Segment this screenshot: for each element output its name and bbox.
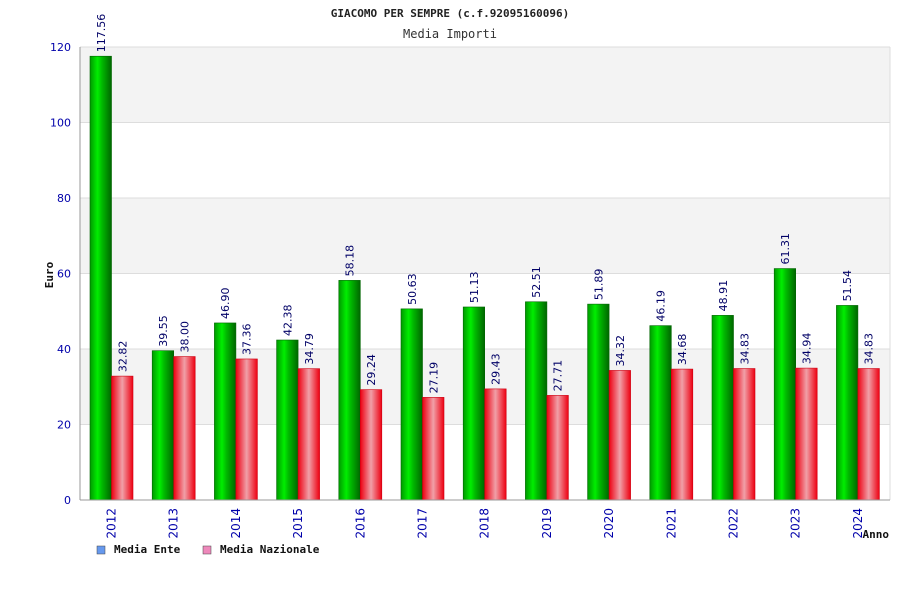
plot-background xyxy=(80,46,891,501)
data-label-media-nazionale: 27.19 xyxy=(427,362,440,394)
bar-media-nazionale xyxy=(359,389,383,501)
x-axis-label: Anno xyxy=(863,528,890,541)
bar-media-nazionale xyxy=(484,388,507,501)
x-tick-label: 2017 xyxy=(416,508,430,539)
legend-swatch-media-ente xyxy=(96,545,106,555)
bar-media-ente xyxy=(525,301,548,501)
bar-media-nazionale xyxy=(795,367,818,501)
data-label-media-ente: 51.13 xyxy=(468,271,481,303)
data-label-media-nazionale: 37.36 xyxy=(241,323,254,355)
x-tick-label: 2012 xyxy=(105,508,119,539)
y-tick-label: 120 xyxy=(50,41,71,54)
bar-media-nazionale xyxy=(297,368,320,501)
x-tick-label: 2014 xyxy=(229,508,243,539)
y-axis-ticks: 0 20 40 60 80 100 120 xyxy=(50,41,71,507)
plot-band xyxy=(80,198,890,274)
data-label-media-nazionale: 34.83 xyxy=(738,333,751,365)
data-label-media-nazionale: 34.83 xyxy=(863,333,876,365)
legend-label-media-nazionale: Media Nazionale xyxy=(220,543,320,556)
bar-media-nazionale xyxy=(608,370,631,501)
bar-media-ente xyxy=(773,268,797,501)
data-label-media-nazionale: 29.43 xyxy=(489,353,502,385)
data-label-media-nazionale: 38.00 xyxy=(178,321,191,353)
bar-media-nazionale xyxy=(111,375,134,501)
data-label-media-ente: 46.90 xyxy=(219,287,232,319)
x-tick-label: 2013 xyxy=(167,508,181,539)
bar-media-nazionale xyxy=(733,368,756,501)
data-label-media-ente: 42.38 xyxy=(281,305,294,337)
plot-band xyxy=(80,47,890,123)
bar-media-nazionale xyxy=(235,358,258,501)
plot-band xyxy=(80,122,890,198)
data-labels-group: 117.56 32.82 39.55 38.00 46.90 37.36 42.38 34.7… xyxy=(95,14,876,394)
data-label-media-nazionale: 34.94 xyxy=(800,333,813,365)
data-label-media-ente: 50.63 xyxy=(406,273,419,305)
bar-media-nazionale xyxy=(173,356,196,501)
x-tick-label: 2016 xyxy=(353,508,367,539)
y-tick-label: 40 xyxy=(57,343,71,356)
data-label-media-ente: 117.56 xyxy=(95,14,108,53)
x-tick-label: 2024 xyxy=(851,508,865,539)
data-label-media-ente: 58.18 xyxy=(344,245,357,277)
data-label-media-ente: 51.54 xyxy=(841,270,854,302)
legend-swatch-media-nazionale xyxy=(202,545,212,555)
bar-media-ente xyxy=(711,315,734,501)
bar-media-ente xyxy=(462,306,486,501)
data-label-media-nazionale: 34.32 xyxy=(614,335,627,367)
data-label-media-ente: 39.55 xyxy=(157,315,170,347)
bar-media-ente xyxy=(587,303,610,501)
bar-media-nazionale xyxy=(857,368,880,501)
y-tick-label: 0 xyxy=(64,494,71,507)
chart-subtitle: Media Importi xyxy=(403,27,497,41)
y-tick-label: 20 xyxy=(57,419,71,432)
bar-media-nazionale xyxy=(422,397,445,501)
data-label-media-ente: 52.51 xyxy=(530,266,543,298)
x-axis-ticks: 2012 2013 2014 2015 2016 2017 2018 2019 2020 2021… xyxy=(105,508,865,539)
x-tick-label: 2020 xyxy=(602,508,616,539)
data-label-media-nazionale: 29.24 xyxy=(365,354,378,386)
x-tick-label: 2015 xyxy=(291,508,305,539)
bar-media-ente xyxy=(836,305,859,501)
data-label-media-ente: 48.91 xyxy=(717,280,730,312)
legend-label-media-ente: Media Ente xyxy=(114,543,181,556)
y-tick-label: 80 xyxy=(57,192,71,205)
x-tick-label: 2021 xyxy=(664,508,678,539)
x-tick-label: 2018 xyxy=(478,508,492,539)
y-axis-label: Euro xyxy=(43,261,56,288)
bar-media-ente xyxy=(276,339,299,501)
bar-media-ente xyxy=(338,280,361,501)
bar-media-ente xyxy=(89,55,112,501)
bar-media-nazionale xyxy=(546,395,569,501)
bar-media-ente xyxy=(214,322,237,501)
data-label-media-ente: 61.31 xyxy=(779,233,792,265)
data-label-media-ente: 51.89 xyxy=(592,269,605,301)
x-tick-label: 2022 xyxy=(727,508,741,539)
bar-media-ente xyxy=(151,350,174,501)
y-tick-label: 100 xyxy=(50,117,71,130)
x-tick-label: 2023 xyxy=(789,508,803,539)
bar-media-nazionale xyxy=(670,368,694,501)
legend: Media Ente Media Nazionale xyxy=(96,543,320,556)
y-tick-label: 60 xyxy=(57,268,71,281)
data-label-media-ente: 46.19 xyxy=(655,290,668,322)
bar-media-ente xyxy=(649,325,672,501)
x-tick-label: 2019 xyxy=(540,508,554,539)
data-label-media-nazionale: 34.68 xyxy=(676,334,689,366)
data-label-media-nazionale: 27.71 xyxy=(552,360,565,392)
data-label-media-nazionale: 32.82 xyxy=(116,341,129,373)
bar-media-ente xyxy=(400,308,423,501)
data-label-media-nazionale: 34.79 xyxy=(303,333,316,365)
chart-title: GIACOMO PER SEMPRE (c.f.92095160096) xyxy=(331,7,569,20)
bars-group xyxy=(89,55,880,501)
